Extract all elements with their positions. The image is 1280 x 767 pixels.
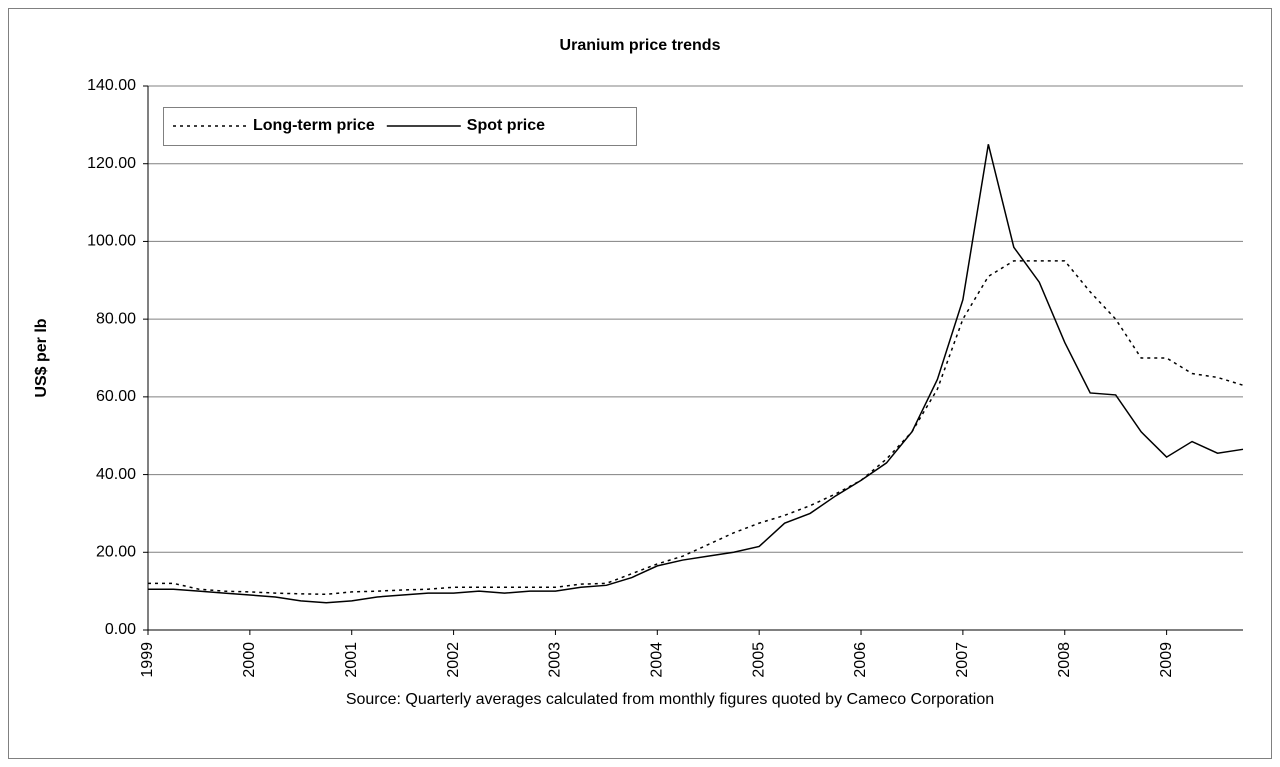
data-line xyxy=(148,144,1244,604)
y-tick-label: 40.00 xyxy=(96,466,136,483)
x-tick-label: 2008 xyxy=(1056,642,1073,678)
y-tick-label: 80.00 xyxy=(96,310,136,327)
y-tick-label: 100.00 xyxy=(87,233,136,250)
x-tick-label: 2000 xyxy=(241,642,258,678)
chart-title: Uranium price trends xyxy=(560,37,721,54)
source-note: Source: Quarterly averages calculated fr… xyxy=(346,691,994,708)
x-tick-label: 2005 xyxy=(750,642,767,678)
legend-label: Spot price xyxy=(467,117,545,134)
y-tick-label: 140.00 xyxy=(87,77,136,94)
x-tick-label: 2006 xyxy=(852,642,869,678)
y-axis-label: US$ per lb xyxy=(33,318,50,397)
legend-label: Long-term price xyxy=(253,117,375,134)
y-tick-label: 60.00 xyxy=(96,388,136,405)
y-tick-label: 0.00 xyxy=(105,621,136,638)
x-tick-label: 2009 xyxy=(1158,642,1175,678)
x-tick-label: 1999 xyxy=(139,642,156,678)
x-tick-label: 2007 xyxy=(954,642,971,678)
x-tick-label: 2002 xyxy=(445,642,462,678)
data-line xyxy=(148,260,1244,596)
y-tick-label: 20.00 xyxy=(96,544,136,561)
x-tick-label: 2001 xyxy=(343,642,360,678)
x-tick-label: 2003 xyxy=(547,642,564,678)
x-tick-label: 2004 xyxy=(649,642,666,678)
y-tick-label: 120.00 xyxy=(87,155,136,172)
